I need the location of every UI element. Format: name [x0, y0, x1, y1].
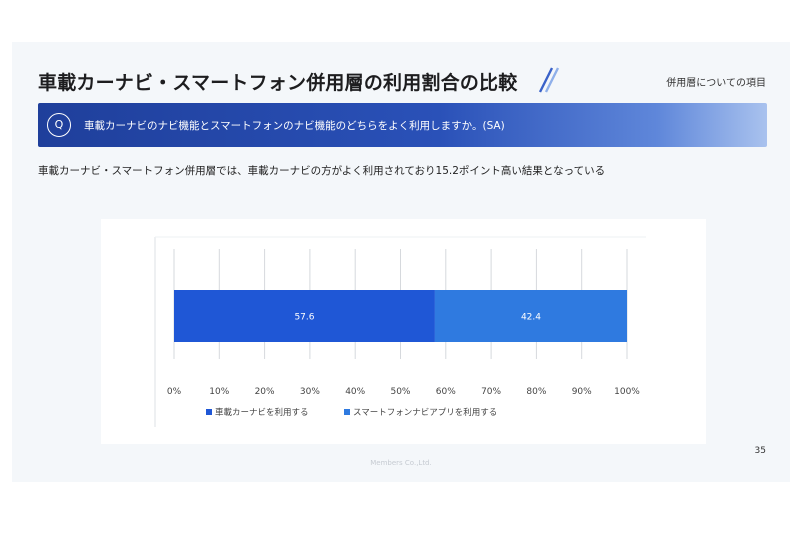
chart-card: 0% 10% 20% 30% 40% 50% 60% 70% 80% 90% 100% 57.6 42.…	[101, 219, 706, 444]
legend-swatch	[344, 409, 350, 415]
x-tick-label: 30%	[300, 387, 320, 397]
question-bar: Q 車載カーナビのナビ機能とスマートフォンのナビ機能のどちらをよく利用しますか。…	[38, 103, 767, 147]
x-tick-label: 80%	[526, 387, 546, 397]
bar-segment	[174, 290, 435, 342]
question-text: 車載カーナビのナビ機能とスマートフォンのナビ機能のどちらをよく利用しますか。(S…	[84, 120, 505, 132]
category-label: 併用層についての項目	[666, 78, 766, 89]
footer-credit: Members Co.,Ltd.	[370, 459, 432, 467]
x-tick-label: 50%	[390, 387, 410, 397]
page-number: 35	[754, 446, 766, 456]
x-tick-label: 60%	[436, 387, 456, 397]
stacked-bar-chart: 0% 10% 20% 30% 40% 50% 60% 70% 80% 90% 100% 57.6 42.…	[154, 236, 646, 427]
page-title: 車載カーナビ・スマートフォン併用層の利用割合の比較	[38, 72, 518, 94]
x-tick-label: 40%	[345, 387, 365, 397]
question-badge: Q	[47, 113, 71, 137]
x-tick-label: 0%	[167, 387, 182, 397]
x-tick-label: 100%	[614, 387, 640, 397]
legend-swatch	[206, 409, 212, 415]
x-tick-label: 70%	[481, 387, 501, 397]
legend-label: スマートフォンナビアプリを利用する	[353, 407, 497, 418]
data-label: 57.6	[294, 313, 314, 323]
data-label: 42.4	[521, 313, 541, 323]
bar-segment	[434, 290, 627, 342]
x-tick-label: 10%	[209, 387, 229, 397]
slash-decoration-icon	[538, 67, 560, 93]
slide: 車載カーナビ・スマートフォン併用層の利用割合の比較 併用層についての項目 Q 車…	[12, 42, 790, 482]
x-tick-label: 20%	[255, 387, 275, 397]
x-tick-label: 90%	[572, 387, 592, 397]
summary-text: 車載カーナビ・スマートフォン併用層では、車載カーナビの方がよく利用されており15…	[38, 165, 606, 177]
legend-label: 車載カーナビを利用する	[215, 407, 309, 418]
